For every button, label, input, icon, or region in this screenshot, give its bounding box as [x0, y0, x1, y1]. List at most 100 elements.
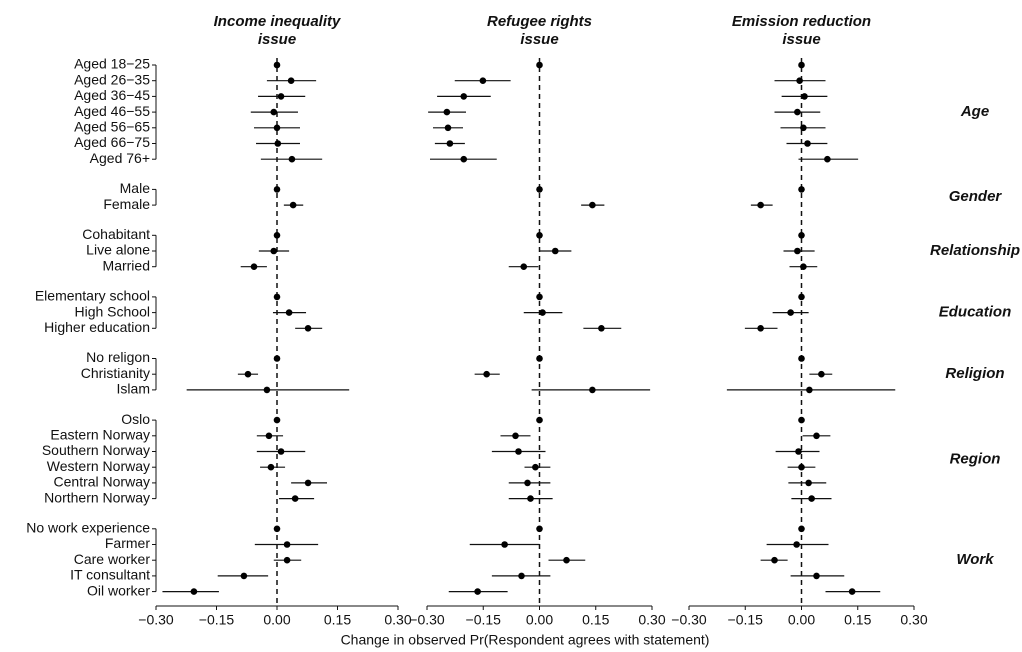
- estimate-point: [808, 495, 815, 502]
- estimate-point: [273, 232, 281, 239]
- y-tick-label: Female: [103, 196, 150, 212]
- x-tick-label: 0.30: [638, 612, 665, 628]
- panel-title: Emission reduction: [732, 13, 871, 30]
- group-label: Region: [950, 450, 1001, 467]
- estimate-point: [794, 108, 801, 116]
- estimate-point: [589, 201, 596, 209]
- y-tick-label: Eastern Norway: [50, 427, 150, 443]
- estimate-point: [273, 61, 281, 69]
- estimate-point: [273, 416, 281, 424]
- y-tick-label: Aged 76+: [90, 150, 150, 166]
- y-tick-label: No work experience: [26, 520, 150, 536]
- panel-title: issue: [520, 31, 558, 48]
- y-tick-label: Western Norway: [47, 458, 150, 474]
- group-label: Age: [960, 103, 989, 120]
- estimate-point: [536, 355, 543, 362]
- y-tick-label: Islam: [117, 381, 150, 397]
- estimate-point: [283, 556, 291, 564]
- estimate-point: [483, 370, 490, 378]
- estimate-point: [818, 370, 825, 378]
- estimate-point: [287, 77, 295, 84]
- estimate-point: [446, 140, 454, 147]
- group-label: Relationship: [930, 242, 1020, 259]
- estimate-point: [801, 93, 808, 100]
- estimate-point: [512, 432, 519, 440]
- estimate-point: [270, 108, 278, 116]
- estimate-point: [539, 309, 546, 316]
- estimate-point: [267, 463, 275, 471]
- estimate-point: [304, 479, 312, 487]
- estimate-point: [813, 432, 820, 440]
- x-tick-label: −0.15: [466, 612, 502, 628]
- estimate-point: [524, 479, 531, 487]
- x-tick-label: 0.15: [582, 612, 609, 628]
- y-tick-label: Male: [120, 180, 151, 196]
- estimate-point: [520, 263, 528, 271]
- estimate-point: [263, 386, 271, 394]
- y-tick-label: High School: [75, 303, 151, 319]
- y-tick-label: Aged 26−35: [74, 71, 150, 87]
- estimate-point: [273, 355, 281, 362]
- estimate-point: [479, 77, 487, 84]
- estimate-point: [536, 525, 543, 533]
- y-tick-label: Farmer: [105, 535, 150, 551]
- x-tick-label: −0.30: [138, 612, 174, 628]
- y-tick-label: Aged 56−65: [74, 119, 150, 135]
- estimate-point: [798, 232, 805, 239]
- estimate-point: [444, 124, 452, 132]
- y-tick-label: Christianity: [81, 365, 150, 381]
- y-tick-label: Oslo: [121, 411, 150, 427]
- estimate-point: [273, 293, 281, 301]
- group-label: Work: [956, 551, 994, 568]
- estimate-point: [304, 325, 312, 332]
- estimate-point: [536, 293, 543, 301]
- estimate-point: [273, 186, 281, 193]
- estimate-point: [291, 495, 299, 502]
- estimate-point: [244, 370, 252, 378]
- group-label: Religion: [945, 365, 1004, 382]
- estimate-point: [757, 325, 764, 332]
- estimate-point: [794, 247, 801, 255]
- x-tick-label: 0.30: [384, 612, 411, 628]
- estimate-point: [536, 186, 543, 193]
- x-tick-label: −0.15: [199, 612, 235, 628]
- y-tick-label: Elementary school: [35, 288, 150, 304]
- estimate-point: [474, 588, 481, 595]
- estimate-point: [804, 140, 811, 147]
- y-tick-label: Cohabitant: [82, 226, 150, 242]
- estimate-point: [501, 541, 508, 548]
- estimate-point: [273, 525, 281, 533]
- estimate-point: [274, 140, 282, 147]
- estimate-point: [798, 416, 805, 424]
- estimate-point: [800, 124, 807, 132]
- estimate-point: [798, 186, 805, 193]
- estimate-point: [848, 588, 856, 595]
- x-tick-label: 0.00: [263, 612, 290, 628]
- estimate-point: [265, 432, 273, 440]
- estimate-point: [273, 124, 281, 132]
- x-tick-label: 0.00: [526, 612, 553, 628]
- estimate-point: [805, 479, 812, 487]
- estimate-point: [190, 588, 198, 595]
- y-tick-label: Aged 18−25: [74, 56, 150, 72]
- y-tick-label: Aged 36−45: [74, 87, 150, 103]
- estimate-point: [270, 247, 278, 255]
- y-tick-label: Northern Norway: [44, 489, 150, 505]
- estimate-point: [589, 386, 596, 394]
- panel-title: Refugee rights: [487, 13, 592, 30]
- estimate-point: [532, 463, 539, 471]
- x-tick-label: 0.30: [900, 612, 927, 628]
- y-tick-label: Married: [103, 257, 150, 273]
- estimate-point: [277, 448, 285, 455]
- estimate-point: [796, 77, 803, 84]
- panel-title: Income inequality: [214, 13, 341, 30]
- estimate-point: [460, 155, 468, 163]
- estimate-point: [787, 309, 794, 316]
- y-tick-label: Central Norway: [54, 474, 150, 490]
- estimate-point: [285, 309, 293, 316]
- estimate-point: [515, 448, 522, 455]
- x-tick-label: 0.15: [324, 612, 351, 628]
- estimate-point: [250, 263, 258, 271]
- x-tick-label: 0.15: [844, 612, 871, 628]
- group-label: Gender: [949, 188, 1003, 205]
